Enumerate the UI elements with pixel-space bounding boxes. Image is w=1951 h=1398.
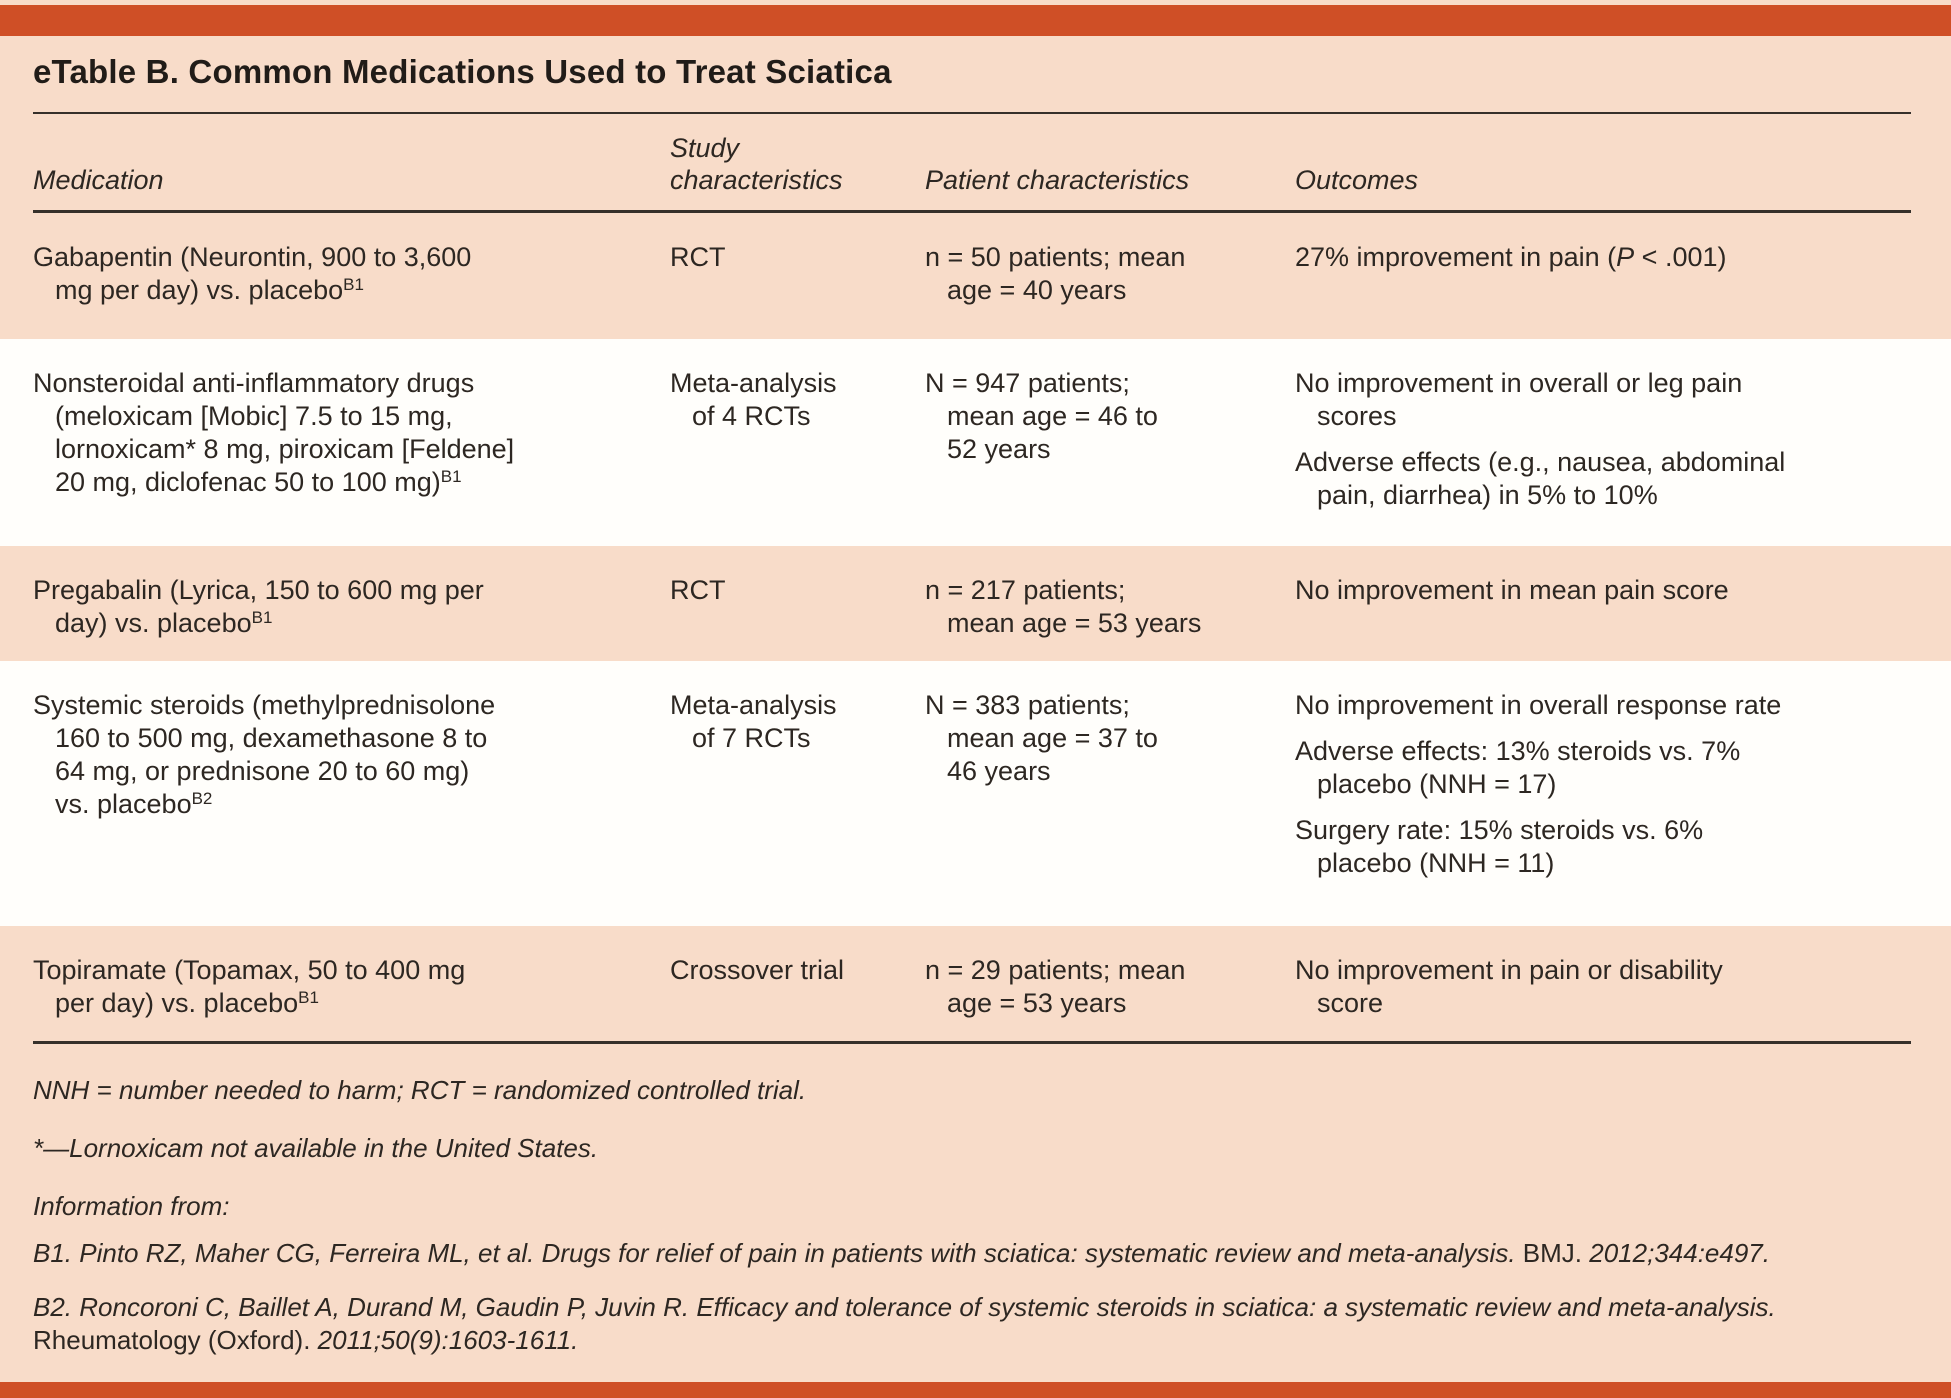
medication-cell: Gabapentin (Neurontin, 900 to 3,600 mg p… xyxy=(33,241,670,339)
footnote-abbreviations: NNH = number needed to harm; RCT = rando… xyxy=(33,1075,807,1105)
journal-name: BMJ. xyxy=(1522,1238,1583,1268)
medication-cell: Nonsteroidal anti-inflammatory drugs (me… xyxy=(33,367,670,546)
study-cell: RCT xyxy=(670,575,726,605)
medication-text: Pregabalin (Lyrica, 150 to 600 mg per da… xyxy=(33,575,484,638)
patient-cell: n = 50 patients; mean age = 40 years xyxy=(925,242,1186,305)
medication-cell: Pregabalin (Lyrica, 150 to 600 mg per da… xyxy=(33,574,670,661)
column-header-patient: Patient characteristics xyxy=(925,165,1190,195)
table-row: Nonsteroidal anti-inflammatory drugs (me… xyxy=(0,339,1951,546)
top-accent-bar xyxy=(0,5,1951,36)
study-cell: Meta-analysis of 4 RCTs xyxy=(670,368,837,431)
patient-cell: N = 383 patients; mean age = 37 to 46 ye… xyxy=(925,690,1158,786)
table-title-block: eTable B. Common Medications Used to Tre… xyxy=(33,36,1911,114)
italic-p-value: P xyxy=(1616,242,1635,272)
outcomes-cell: 27% improvement in pain (P < .001) xyxy=(1295,241,1911,339)
medication-text: Gabapentin (Neurontin, 900 to 3,600 mg p… xyxy=(33,242,472,305)
study-cell: RCT xyxy=(670,242,726,272)
outcome-item: No improvement in overall or leg pain sc… xyxy=(1295,368,1743,431)
reference-superscript: B1 xyxy=(440,467,462,486)
patient-cell: N = 947 patients; mean age = 46 to 52 ye… xyxy=(925,368,1158,464)
outcome-item: 27% improvement in pain (P < .001) xyxy=(1295,242,1727,272)
patient-cell: n = 217 patients; mean age = 53 years xyxy=(925,575,1202,638)
journal-name: Rheumatology (Oxford). xyxy=(33,1325,311,1355)
outcome-item: Surgery rate: 15% steroids vs. 6% placeb… xyxy=(1295,815,1704,878)
table-row: Topiramate (Topamax, 50 to 400 mg per da… xyxy=(0,926,1951,1041)
column-header-study: Study characteristics xyxy=(670,133,843,195)
footnote-asterisk: *—Lornoxicam not available in the United… xyxy=(33,1133,599,1163)
reference-superscript: B2 xyxy=(191,789,213,808)
table-row: Gabapentin (Neurontin, 900 to 3,600 mg p… xyxy=(0,213,1951,339)
table-row: Pregabalin (Lyrica, 150 to 600 mg per da… xyxy=(0,546,1951,661)
medication-cell: Topiramate (Topamax, 50 to 400 mg per da… xyxy=(33,954,670,1041)
table-bottom-rule xyxy=(33,1041,1911,1044)
patient-cell: n = 29 patients; mean age = 53 years xyxy=(925,955,1186,1018)
reference-superscript: B1 xyxy=(343,275,364,294)
table-title: eTable B. Common Medications Used to Tre… xyxy=(33,53,892,90)
outcome-item: Adverse effects: 13% steroids vs. 7% pla… xyxy=(1295,736,1741,799)
footnote-information-from: Information from: xyxy=(33,1191,230,1221)
table-content: eTable B. Common Medications Used to Tre… xyxy=(0,36,1951,1378)
outcomes-cell: No improvement in pain or disability sco… xyxy=(1295,954,1911,1041)
outcomes-cell: No improvement in overall response rate … xyxy=(1295,689,1911,926)
study-cell: Crossover trial xyxy=(670,955,845,985)
reference-superscript: B1 xyxy=(251,608,273,627)
footnote-reference-b1: B1. Pinto RZ, Maher CG, Ferreira ML, et … xyxy=(33,1238,1770,1268)
outcome-item: Adverse effects (e.g., nausea, abdominal… xyxy=(1295,447,1786,510)
outcomes-cell: No improvement in overall or leg pain sc… xyxy=(1295,367,1911,546)
outcome-item: No improvement in mean pain score xyxy=(1295,575,1729,605)
footnote-reference-b2: B2. Roncoroni C, Baillet A, Durand M, Ga… xyxy=(33,1292,1776,1355)
medication-text: Systemic steroids (methylprednisolone 16… xyxy=(33,690,496,819)
medication-text: Nonsteroidal anti-inflammatory drugs (me… xyxy=(33,368,515,497)
table-header-row: Medication Study characteristics Patient… xyxy=(33,114,1911,213)
bottom-accent-bar xyxy=(0,1382,1951,1398)
reference-superscript: B1 xyxy=(298,988,319,1007)
column-header-outcomes: Outcomes xyxy=(1295,165,1419,195)
footnotes-section: NNH = number needed to harm; RCT = rando… xyxy=(0,1044,1951,1357)
study-cell: Meta-analysis of 7 RCTs xyxy=(670,690,837,753)
table-row: Systemic steroids (methylprednisolone 16… xyxy=(0,661,1951,926)
outcome-item: No improvement in pain or disability sco… xyxy=(1295,955,1723,1018)
column-header-medication: Medication xyxy=(33,165,164,195)
outcome-item: No improvement in overall response rate xyxy=(1295,690,1782,720)
medication-text: Topiramate (Topamax, 50 to 400 mg per da… xyxy=(33,955,466,1018)
medication-cell: Systemic steroids (methylprednisolone 16… xyxy=(33,689,670,926)
outcomes-cell: No improvement in mean pain score xyxy=(1295,574,1911,661)
